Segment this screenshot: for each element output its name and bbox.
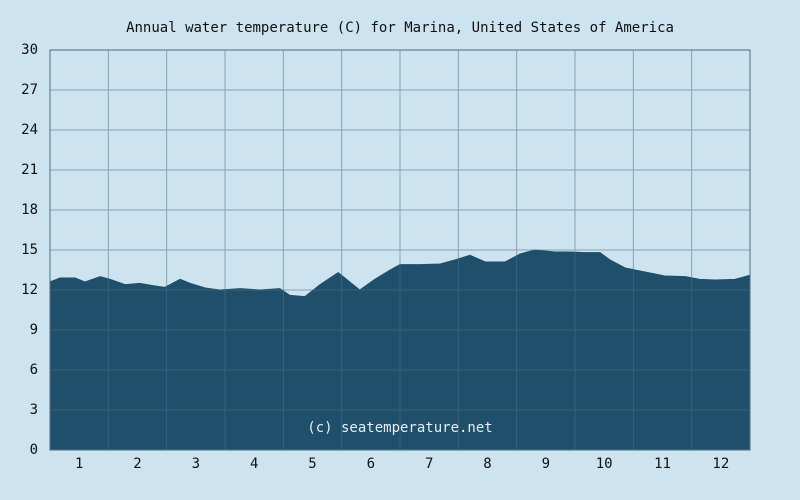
watermark: (c) seatemperature.net bbox=[307, 420, 492, 436]
y-tick-label: 0 bbox=[30, 442, 38, 458]
x-tick-label: 5 bbox=[308, 456, 316, 472]
x-tick-label: 9 bbox=[542, 456, 550, 472]
y-tick-label: 27 bbox=[21, 82, 38, 98]
x-tick-label: 7 bbox=[425, 456, 433, 472]
y-tick-label: 18 bbox=[21, 202, 38, 218]
x-tick-label: 8 bbox=[483, 456, 491, 472]
y-tick-label: 21 bbox=[21, 162, 38, 178]
y-tick-label: 6 bbox=[30, 362, 38, 378]
y-tick-label: 24 bbox=[21, 122, 38, 138]
y-tick-label: 12 bbox=[21, 282, 38, 298]
x-tick-label: 11 bbox=[654, 456, 671, 472]
y-tick-label: 15 bbox=[21, 242, 38, 258]
x-tick-label: 1 bbox=[75, 456, 83, 472]
x-tick-label: 2 bbox=[133, 456, 141, 472]
x-tick-label: 6 bbox=[367, 456, 375, 472]
y-tick-label: 9 bbox=[30, 322, 38, 338]
plot-border bbox=[49, 49, 751, 451]
x-tick-label: 3 bbox=[192, 456, 200, 472]
x-tick-label: 12 bbox=[712, 456, 729, 472]
y-tick-label: 3 bbox=[30, 402, 38, 418]
x-tick-label: 10 bbox=[596, 456, 613, 472]
y-tick-label: 30 bbox=[21, 42, 38, 58]
x-tick-label: 4 bbox=[250, 456, 258, 472]
chart-title: Annual water temperature (C) for Marina,… bbox=[126, 20, 674, 36]
